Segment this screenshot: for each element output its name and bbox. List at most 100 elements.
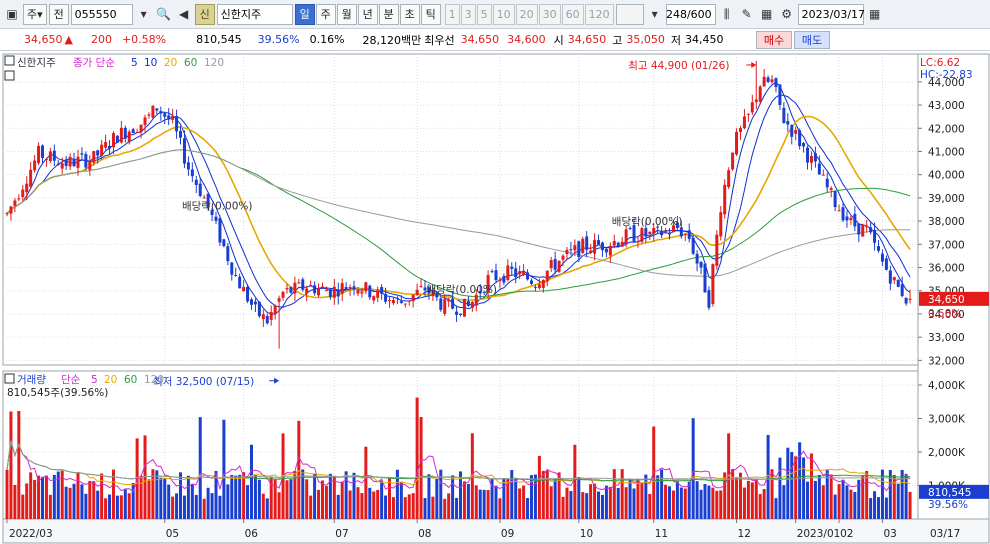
- interval-button-1[interactable]: 1: [444, 3, 460, 25]
- candle-body: [182, 138, 186, 164]
- volume-bar: [778, 457, 782, 519]
- speaker-icon[interactable]: ◀: [179, 7, 189, 21]
- candle-body: [813, 153, 817, 162]
- volume-bar: [853, 491, 857, 519]
- volume-bar: [198, 417, 202, 519]
- dropdown-icon[interactable]: ▾: [140, 7, 147, 21]
- candle-body: [455, 311, 459, 315]
- volume-bar: [100, 473, 104, 519]
- interval-button-20[interactable]: 20: [515, 3, 538, 25]
- volume-legend-ma-20: 20: [104, 374, 117, 386]
- volume-tick-label: 2,000K: [928, 447, 966, 459]
- stock-code-input[interactable]: 055550: [70, 3, 133, 25]
- candle-body: [640, 228, 644, 242]
- volume-bar: [273, 479, 277, 519]
- search-icon[interactable]: 🔍: [156, 7, 172, 21]
- candle-body: [167, 115, 171, 120]
- candle-body: [301, 279, 305, 290]
- price-tick-label: 44,000: [928, 77, 965, 89]
- volume-bar: [261, 493, 265, 519]
- interval-button-3[interactable]: 3: [460, 3, 476, 25]
- draw-icon[interactable]: ✎: [741, 7, 752, 21]
- layout-icon[interactable]: ▣: [6, 7, 18, 21]
- volume-bar: [711, 487, 715, 519]
- candle-body: [427, 287, 431, 294]
- volume-bar: [313, 474, 317, 519]
- candle-body: [675, 222, 679, 228]
- volume-bar: [222, 419, 226, 519]
- interval-button-5[interactable]: 5: [476, 3, 492, 25]
- candle-body: [790, 125, 794, 137]
- current-pct-label: 0.58%: [928, 308, 961, 320]
- volume-bar: [541, 470, 545, 519]
- candle-body: [533, 286, 537, 288]
- volume-bar: [182, 495, 186, 519]
- market-select[interactable]: 주 ▾: [23, 3, 47, 25]
- candle-body: [510, 266, 514, 269]
- candle-body: [175, 116, 179, 132]
- volume-bar: [372, 491, 376, 519]
- save-icon[interactable]: ▦: [760, 7, 773, 21]
- volume-bar: [636, 478, 640, 519]
- chart-type-icon[interactable]: ⫼: [723, 6, 730, 21]
- tab-period-5[interactable]: 초: [399, 3, 420, 25]
- volume-bar: [660, 469, 664, 519]
- interval-custom-input[interactable]: [615, 3, 644, 25]
- tab-period-6[interactable]: 틱: [420, 3, 441, 25]
- candle-body: [451, 298, 455, 309]
- tab-period-4[interactable]: 분: [378, 3, 399, 25]
- volume-bar: [612, 469, 616, 519]
- candle-body: [214, 216, 218, 221]
- volume-bar: [431, 496, 435, 519]
- candle-body: [794, 129, 798, 134]
- volume-bar: [214, 470, 218, 519]
- volume-bar: [478, 489, 482, 519]
- interval-button-30[interactable]: 30: [538, 3, 561, 25]
- volume-bar: [502, 478, 506, 519]
- buy-button[interactable]: 매수: [756, 31, 792, 49]
- candle-body: [431, 291, 435, 297]
- interval-button-120[interactable]: 120: [584, 3, 614, 25]
- volume-bar: [60, 470, 64, 519]
- price-ma-5-line: [6, 81, 911, 315]
- tab-period-0[interactable]: 일: [294, 3, 315, 25]
- volume-bar: [443, 498, 447, 519]
- volume-bar: [900, 469, 904, 519]
- dropdown-icon[interactable]: ▾: [651, 7, 658, 21]
- stock-chart[interactable]: 44,000 43,000 42,000 41,000 40,000 39,000 38,0…: [0, 51, 990, 544]
- volume-bar: [159, 477, 163, 519]
- volume-bar: [687, 481, 691, 519]
- price-tick-label: 42,000: [928, 123, 965, 135]
- sell-button[interactable]: 매도: [794, 31, 830, 49]
- candle-body: [76, 156, 80, 168]
- volume-bar: [305, 479, 309, 519]
- volume-bar: [317, 489, 321, 519]
- tab-period-1[interactable]: 주: [315, 3, 336, 25]
- low-price: 34,450: [685, 33, 724, 46]
- gear-icon[interactable]: ⚙: [781, 7, 793, 21]
- date-field[interactable]: 2023/03/17: [797, 3, 865, 25]
- volume-bar: [253, 474, 257, 519]
- volume-bar: [135, 438, 139, 519]
- volume-bar: [76, 471, 80, 519]
- x-axis-area: [2, 518, 990, 544]
- candle-body: [364, 282, 368, 292]
- calendar-icon[interactable]: ▦: [868, 7, 881, 21]
- candle-body: [348, 287, 352, 289]
- price-legend-ma-60: 60: [184, 57, 197, 69]
- y-axis-area: [917, 53, 990, 520]
- volume-bar: [84, 493, 88, 519]
- volume-bar: [411, 493, 415, 519]
- volume-bar: [17, 410, 21, 519]
- code-type-button[interactable]: 전: [48, 3, 69, 25]
- max-annotation: 최고 44,900 (01/26): [628, 60, 729, 72]
- interval-button-60[interactable]: 60: [561, 3, 584, 25]
- tab-period-3[interactable]: 년: [357, 3, 378, 25]
- tab-period-2[interactable]: 월: [336, 3, 357, 25]
- volume-bar: [37, 475, 41, 519]
- volume-bar: [908, 491, 912, 519]
- interval-button-10[interactable]: 10: [492, 3, 515, 25]
- data-count-field[interactable]: 248/600: [665, 3, 716, 25]
- volume-bar: [474, 485, 478, 519]
- price-moving-averages: [6, 81, 911, 315]
